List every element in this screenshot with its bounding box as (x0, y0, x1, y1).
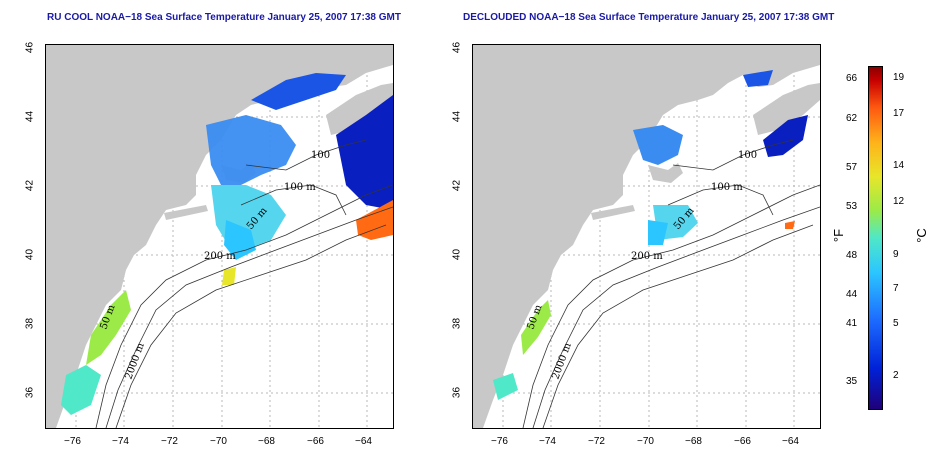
colorbar-f-44: 44 (846, 289, 858, 300)
right-map-canvas: 100 m 100 50 m 200 m 50 m 2000 m (473, 45, 820, 428)
left-sst-patch-north (251, 73, 346, 110)
colorbar-f-48: 48 (846, 250, 858, 261)
left-ytick-40: 40 (24, 248, 36, 261)
right-xtick-66: −66 (734, 436, 751, 447)
colorbar-c-12: 12 (893, 196, 905, 207)
colorbar-c-17: 17 (893, 108, 905, 119)
colorbar-c-5: 5 (893, 318, 899, 329)
left-ytick-36: 36 (24, 386, 36, 399)
colorbar-c-19: 19 (893, 72, 905, 83)
right-xtick-70: −70 (637, 436, 654, 447)
left-ytick-44: 44 (24, 110, 36, 123)
fahrenheit-unit-label: °F (831, 228, 847, 243)
right-nova-scotia (753, 83, 820, 135)
right-xtick-76: −76 (491, 436, 508, 447)
colorbar-c-2: 2 (893, 370, 899, 381)
colorbar-f-35: 35 (846, 376, 858, 387)
left-xtick-68: −68 (258, 436, 275, 447)
left-xtick-64: −64 (355, 436, 372, 447)
right-ytick-40: 40 (451, 248, 463, 261)
right-map-title: DECLOUDED NOAA−18 Sea Surface Temperatur… (463, 12, 835, 23)
colorbar-f-57: 57 (846, 162, 858, 173)
left-xtick-72: −72 (161, 436, 178, 447)
left-map: 100 m 100 50 m 200 m 50 m 2000 m (45, 44, 394, 429)
right-sst-patch-shelf (648, 220, 668, 245)
left-ytick-46: 46 (24, 41, 36, 54)
right-ytick-44: 44 (451, 110, 463, 123)
temperature-colorbar (868, 66, 883, 410)
left-xtick-66: −66 (307, 436, 324, 447)
left-contour-2000m: 2000 m (123, 341, 147, 381)
left-contour-200m: 200 m (204, 251, 236, 262)
colorbar-f-62: 62 (846, 113, 858, 124)
left-contours (95, 139, 393, 428)
left-sst-patch-nova (336, 95, 393, 210)
right-xtick-64: −64 (782, 436, 799, 447)
left-nova-scotia (326, 83, 393, 135)
left-land (46, 45, 393, 428)
left-xtick-70: −70 (210, 436, 227, 447)
right-ytick-38: 38 (451, 317, 463, 330)
left-map-title: RU COOL NOAA−18 Sea Surface Temperature … (47, 12, 401, 23)
colorbar-f-66: 66 (846, 73, 858, 84)
colorbar-c-7: 7 (893, 283, 899, 294)
right-contour-2000m: 2000 m (550, 341, 574, 381)
colorbar-c-14: 14 (893, 160, 905, 171)
right-xtick-68: −68 (685, 436, 702, 447)
right-sst-patch-warm-offshore (785, 221, 795, 229)
left-sst-patch-gulf-maine (206, 115, 296, 185)
left-ytick-38: 38 (24, 317, 36, 330)
colorbar-f-53: 53 (846, 201, 858, 212)
right-map: 100 m 100 50 m 200 m 50 m 2000 m (472, 44, 821, 429)
right-contours (522, 139, 820, 428)
right-contour-100: 100 (738, 150, 757, 161)
right-xtick-74: −74 (539, 436, 556, 447)
right-sst-patch-gulf-maine (633, 125, 683, 165)
left-xtick-76: −76 (64, 436, 81, 447)
right-contour-200m: 200 m (631, 251, 663, 262)
right-sst-patch-coastal (521, 300, 551, 355)
left-sst-patch-coastal-south (61, 365, 101, 415)
right-ytick-42: 42 (451, 179, 463, 192)
right-long-island (591, 205, 635, 220)
right-sst-patch-coastal-south (493, 373, 518, 400)
right-ytick-36: 36 (451, 386, 463, 399)
left-sst-patch-shelf (224, 220, 256, 260)
right-sst-patch-north (743, 70, 773, 87)
colorbar-c-9: 9 (893, 249, 899, 260)
right-ytick-46: 46 (451, 41, 463, 54)
left-contour-100: 100 (311, 150, 330, 161)
left-sst-patch-coastal (86, 290, 131, 365)
left-ytick-42: 42 (24, 179, 36, 192)
right-xtick-72: −72 (588, 436, 605, 447)
celsius-unit-label: °C (913, 228, 929, 243)
left-sst-patch-yellow (222, 267, 236, 285)
left-map-canvas: 100 m 100 50 m 200 m 50 m 2000 m (46, 45, 393, 428)
right-sst-patch-nova (763, 115, 808, 157)
left-xtick-74: −74 (112, 436, 129, 447)
right-land (473, 45, 820, 428)
left-long-island (164, 205, 208, 220)
colorbar-f-41: 41 (846, 318, 858, 329)
left-contour-100m: 100 m (284, 182, 316, 193)
right-contour-100m: 100 m (711, 182, 743, 193)
right-cape-cod (648, 163, 683, 183)
